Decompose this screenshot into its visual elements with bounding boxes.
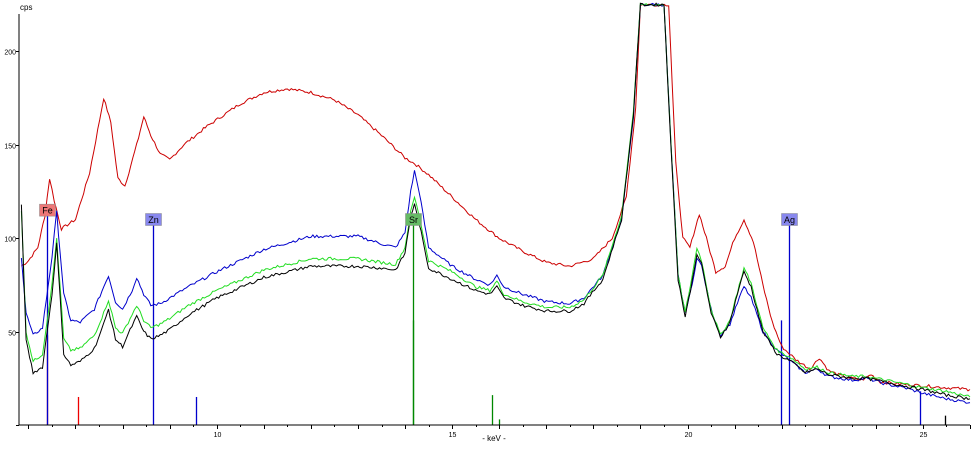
y-tick-label-150: 150 xyxy=(4,144,16,151)
element-label-box-zn xyxy=(145,213,162,226)
y-tick-label-200: 200 xyxy=(4,50,16,57)
element-label-fe: Fe xyxy=(42,206,53,216)
element-label-box-sr xyxy=(405,213,422,226)
series-line-0 xyxy=(21,3,971,392)
series-line-3 xyxy=(20,2,971,401)
y-tick-label-50: 50 xyxy=(8,331,16,338)
y-axis-label: cps xyxy=(20,3,32,12)
element-label-zn: Zn xyxy=(148,215,159,225)
series-line-1 xyxy=(20,2,971,404)
element-label-ag: Ag xyxy=(784,215,795,225)
x-tick-label-25: 25 xyxy=(920,432,928,439)
x-tick-label-20: 20 xyxy=(685,432,693,439)
series-line-2 xyxy=(20,2,971,398)
element-label-box-fe xyxy=(39,203,56,217)
y-tick-label-100: 100 xyxy=(4,237,16,244)
plot-area: Fe Zn Sr Ag xyxy=(20,2,971,425)
x-tick-label-15: 15 xyxy=(449,432,457,439)
element-label-sr: Sr xyxy=(409,215,418,225)
element-label-box-ag xyxy=(781,213,798,226)
x-axis-label: - keV - xyxy=(482,434,506,443)
x-tick-label-10: 10 xyxy=(214,432,222,439)
